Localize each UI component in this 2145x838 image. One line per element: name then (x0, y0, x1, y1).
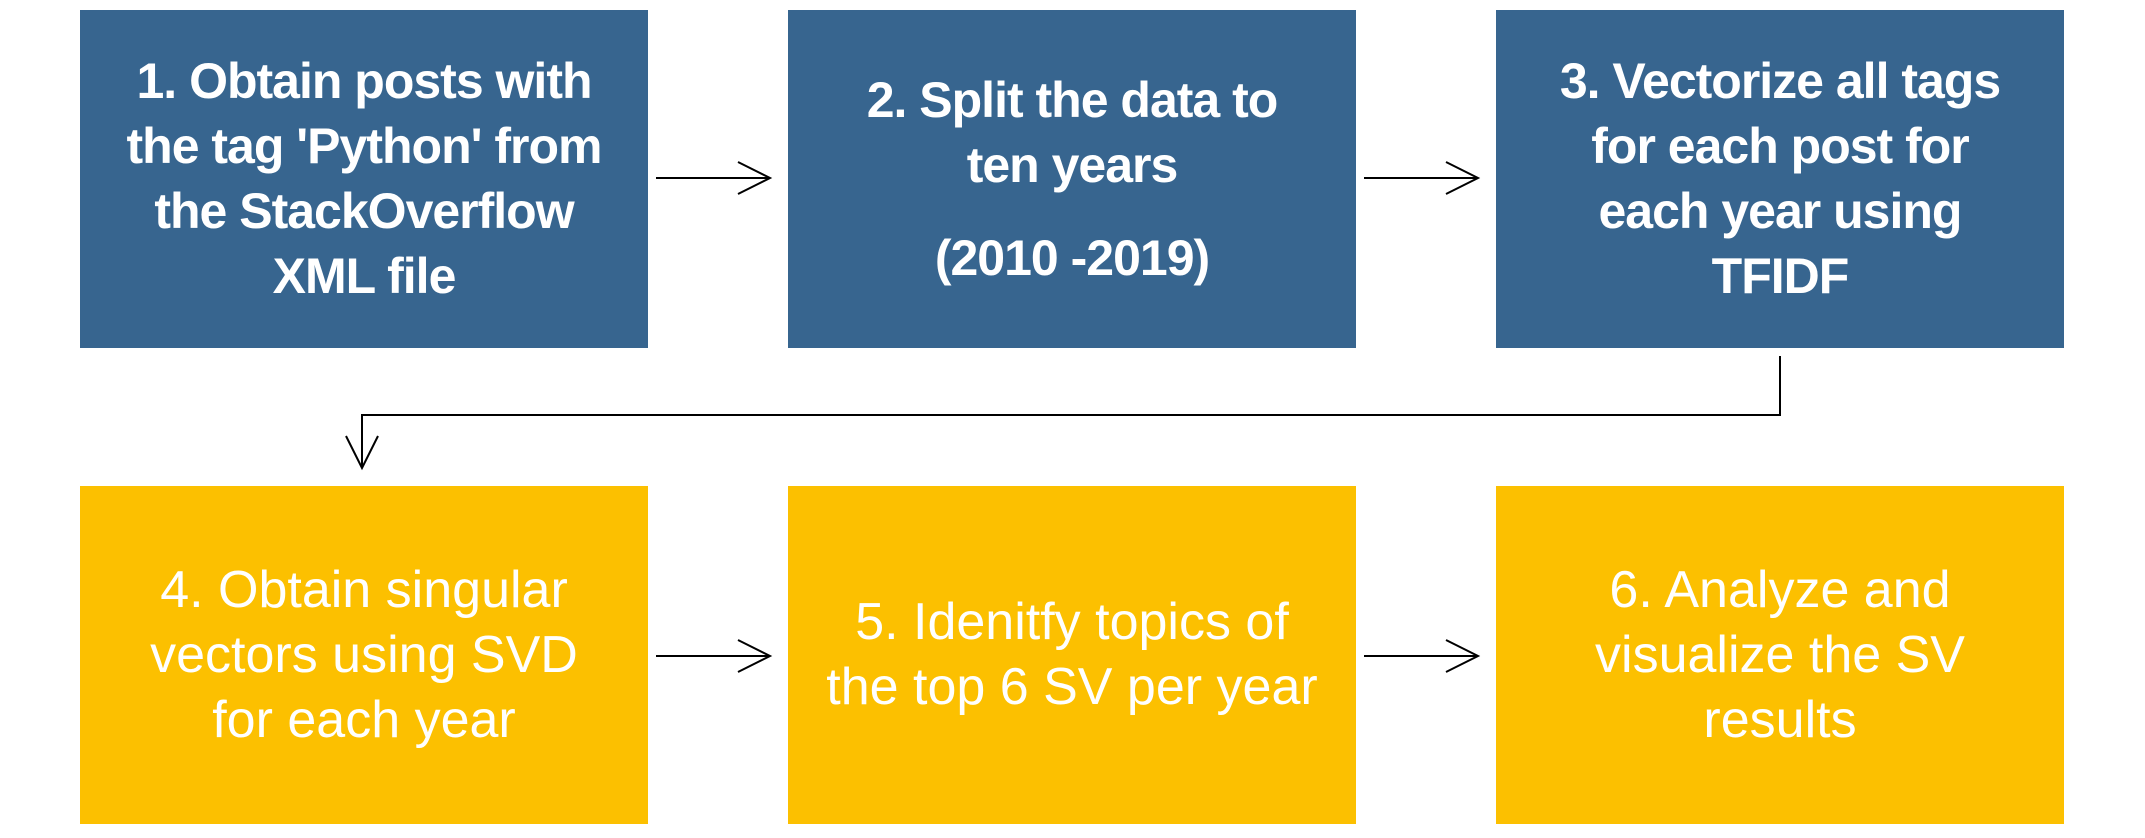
step-6-box: 6. Analyze and visualize the SV results (1496, 486, 2064, 824)
step-4-box: 4. Obtain singular vectors using SVD for… (80, 486, 648, 824)
step-2-line-2: ten years (966, 136, 1179, 193)
step-5-box: 5. Idenitfy topics of the top 6 SV per y… (788, 486, 1356, 824)
step-1-line-1: 1. Obtain posts with (136, 53, 592, 109)
step-3-line-3: each year using (1598, 183, 1963, 239)
step-3-box: 3. Vectorize all tags for each post for … (1496, 10, 2064, 348)
arrow-step5-to-step6 (1364, 639, 1481, 673)
arrow-step2-to-step3 (1364, 161, 1481, 195)
step-1-line-2: the tag 'Python' from (126, 118, 603, 174)
step-4-line-1: 4. Obtain singular (160, 560, 568, 619)
step-4-line-2: vectors using SVD (150, 625, 578, 684)
step-3-line-4: TFIDF (1711, 248, 1850, 304)
step-6-line-3: results (1703, 690, 1857, 749)
step-2-line-1: 2. Split the data to (866, 71, 1279, 128)
step-1-line-3: the StackOverflow (154, 183, 574, 239)
step-1-line-4: XML file (272, 248, 457, 304)
step-4-line-3: for each year (212, 690, 516, 749)
arrow-step4-to-step5 (656, 639, 773, 673)
arrow-step3-to-step4 (345, 356, 1781, 471)
step-3-line-1: 3. Vectorize all tags (1559, 53, 2001, 109)
step-5-line-1: 5. Idenitfy topics of (855, 593, 1289, 651)
step-2-spacer (867, 198, 1278, 226)
arrow-step1-to-step2 (656, 161, 773, 195)
step-2-box: 2. Split the data to ten years (2010 -20… (788, 10, 1356, 348)
step-5-line-2: the top 6 SV per year (826, 658, 1318, 716)
step-6-line-2: visualize the SV (1595, 625, 1965, 684)
step-2-year-range: (2010 -2019) (934, 229, 1210, 286)
step-6-line-1: 6. Analyze and (1609, 560, 1951, 619)
step-3-line-2: for each post for (1591, 118, 1969, 174)
step-1-box: 1. Obtain posts with the tag 'Python' fr… (80, 10, 648, 348)
